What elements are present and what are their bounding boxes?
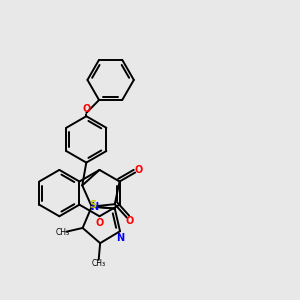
Text: CH₃: CH₃ bbox=[56, 228, 70, 237]
Text: O: O bbox=[95, 218, 104, 228]
Text: O: O bbox=[126, 216, 134, 226]
Text: N: N bbox=[90, 202, 98, 212]
Text: N: N bbox=[116, 233, 124, 243]
Text: S: S bbox=[89, 200, 97, 210]
Text: O: O bbox=[135, 165, 143, 175]
Text: CH₃: CH₃ bbox=[91, 259, 105, 268]
Text: O: O bbox=[82, 103, 90, 114]
